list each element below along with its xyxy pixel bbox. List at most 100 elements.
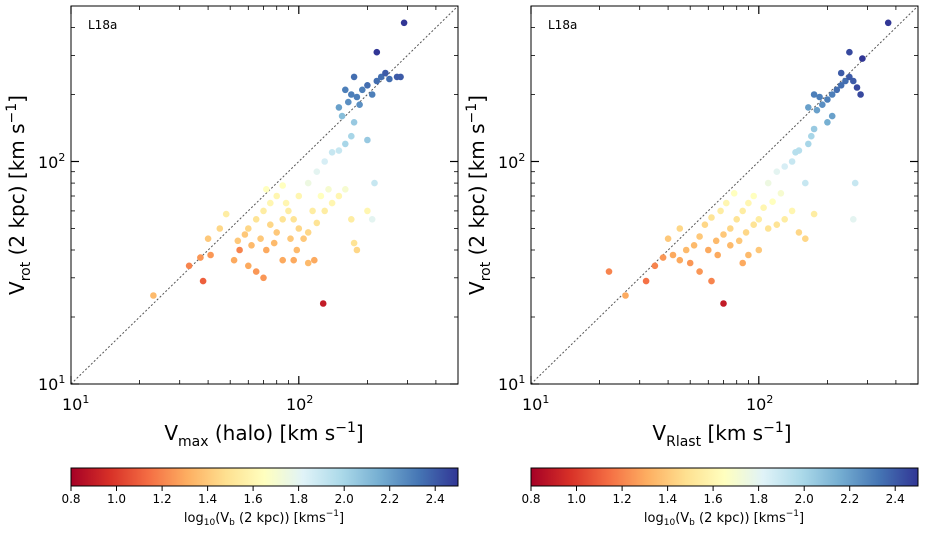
data-point	[810, 210, 818, 218]
data-point	[777, 190, 785, 197]
data-point	[696, 233, 703, 240]
data-point	[760, 204, 767, 211]
data-point	[705, 246, 712, 254]
x-tick-label-100-left: 102	[286, 393, 313, 414]
y-axis-label-left: Vrot (2 kpc) [km s−1]	[4, 95, 34, 295]
data-point	[816, 93, 823, 101]
data-point	[805, 140, 812, 148]
data-point	[279, 256, 287, 264]
data-point	[350, 239, 358, 247]
x-tick-label-10-left: 101	[62, 393, 89, 414]
data-point	[720, 231, 727, 238]
data-point	[245, 225, 252, 232]
colorbar-right: 0.8 1.0 1.2 1.4 1.6 1.8 2.0 2.2 2.4 log10(Vb (2 …	[521, 467, 919, 528]
data-point	[659, 254, 667, 261]
data-point	[371, 179, 378, 187]
data-points-right	[605, 19, 892, 307]
data-point	[304, 179, 312, 187]
data-point	[313, 168, 321, 175]
data-point	[197, 254, 204, 261]
colorbar-tick-label: 2.0	[335, 492, 354, 506]
data-point	[808, 132, 815, 140]
colorbar-gradient-right	[530, 467, 919, 487]
data-point	[773, 168, 781, 175]
data-point	[846, 48, 853, 56]
data-point	[386, 75, 393, 83]
data-point	[241, 231, 249, 238]
colorbar-tick-label: 1.4	[658, 492, 677, 506]
data-point	[851, 179, 859, 187]
data-point	[245, 262, 252, 270]
data-point	[764, 179, 772, 187]
data-point	[853, 84, 861, 91]
data-point	[720, 300, 727, 307]
data-point	[750, 221, 757, 228]
data-point	[287, 235, 294, 242]
data-point	[350, 119, 358, 126]
data-point	[293, 246, 301, 254]
colorbar-tick-label: 1.6	[244, 492, 263, 506]
data-point	[676, 256, 684, 264]
data-point	[328, 149, 336, 156]
colorbar-tick-label: 1.8	[749, 492, 768, 506]
colorbar-tick-label: 2.2	[840, 492, 859, 506]
colorbar-tick-label: 2.0	[795, 492, 814, 506]
data-point	[345, 98, 352, 106]
data-point	[810, 91, 818, 98]
data-point	[300, 235, 307, 242]
data-point	[222, 210, 230, 218]
data-point	[335, 104, 343, 111]
data-point	[813, 106, 821, 114]
colorbar-tick-label: 1.2	[153, 492, 172, 506]
scatter-panel-right: L18a 101 102 101 102 VRlast [km s−1] Vro…	[464, 5, 919, 450]
data-point	[788, 158, 796, 165]
data-point	[842, 77, 849, 85]
data-point	[651, 262, 659, 270]
data-point	[304, 259, 312, 267]
data-point	[714, 251, 721, 259]
colorbar-left: 0.8 1.0 1.2 1.4 1.6 1.8 2.0 2.2 2.4 log10(Vb (2 …	[61, 467, 459, 528]
data-point	[712, 237, 720, 245]
data-point	[802, 235, 809, 242]
colorbar-tick-label: 1.0	[567, 492, 586, 506]
data-point	[335, 192, 343, 200]
y-axis-label-right: Vrot (2 kpc) [km s−1]	[464, 95, 494, 295]
data-point	[290, 256, 298, 264]
data-point	[335, 147, 343, 154]
data-point	[252, 268, 260, 275]
data-point	[828, 91, 836, 98]
y-tick-label-10-right: 101	[498, 373, 525, 394]
data-point	[282, 199, 290, 207]
data-point	[781, 163, 788, 170]
data-point	[373, 48, 381, 56]
data-point	[236, 246, 243, 254]
data-point	[805, 104, 812, 111]
plot-frame-left	[70, 5, 459, 385]
data-point	[216, 225, 224, 232]
data-point	[755, 246, 763, 254]
data-point	[400, 19, 408, 27]
data-point	[342, 186, 349, 193]
data-point	[733, 216, 740, 223]
data-point	[788, 207, 796, 215]
data-point	[350, 73, 358, 81]
data-point	[745, 199, 752, 207]
data-point	[368, 91, 376, 98]
data-points-left	[150, 19, 408, 307]
data-point	[701, 221, 709, 228]
data-point	[696, 268, 703, 275]
data-point	[857, 91, 864, 98]
data-point	[267, 221, 274, 228]
y-tick-label-100-right: 102	[498, 151, 525, 172]
data-point	[317, 192, 325, 200]
data-point	[252, 216, 260, 223]
data-point	[824, 119, 831, 126]
data-point	[676, 225, 684, 232]
data-point	[781, 216, 788, 223]
data-point	[828, 112, 836, 120]
data-point	[279, 182, 287, 189]
data-point	[730, 190, 738, 197]
data-point	[377, 73, 385, 81]
data-point	[764, 225, 772, 232]
y-tick-label-10-left: 101	[38, 373, 65, 394]
